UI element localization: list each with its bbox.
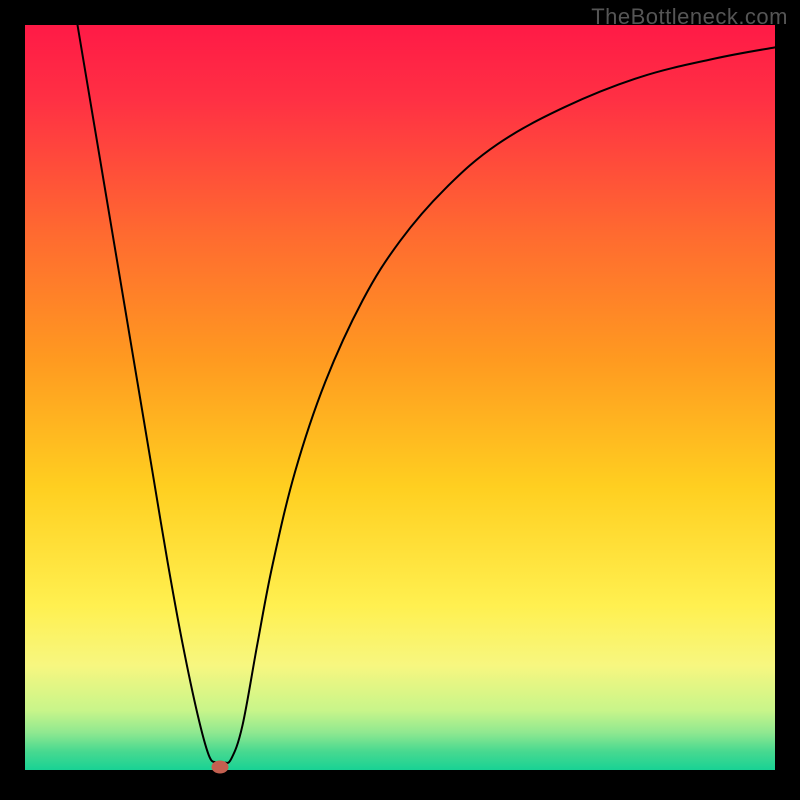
chart-svg (0, 0, 800, 800)
chart-background (25, 25, 775, 770)
watermark-label: TheBottleneck.com (591, 4, 788, 30)
bottleneck-chart: TheBottleneck.com (0, 0, 800, 800)
optimal-point-marker (212, 761, 228, 773)
